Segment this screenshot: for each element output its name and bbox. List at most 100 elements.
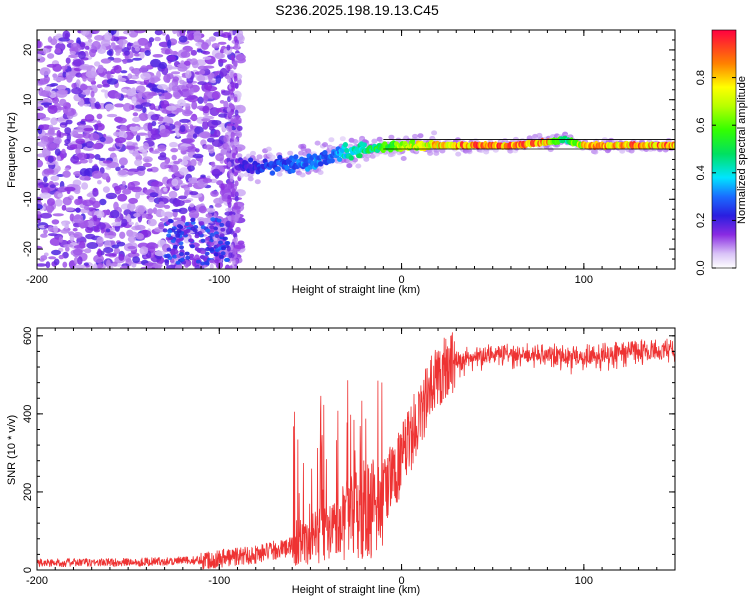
heatmap-speckle xyxy=(135,233,145,240)
heatmap-cluster-blob xyxy=(216,218,222,223)
heatmap-speckle xyxy=(171,178,179,187)
heatmap-speckle xyxy=(216,107,222,113)
heatmap-speckle xyxy=(192,153,204,159)
heatmap-cluster-blob xyxy=(185,255,191,260)
heatmap-cluster-blob xyxy=(199,221,205,226)
heatmap-speckle xyxy=(220,183,225,191)
heatmap-speckle xyxy=(76,143,83,150)
heatmap-speckle xyxy=(37,40,42,49)
heatmap-speckle xyxy=(226,123,235,127)
heatmap-speckle xyxy=(126,88,137,97)
heatmap-speckle xyxy=(139,52,145,59)
heatmap-speckle xyxy=(214,203,222,208)
heatmap-cluster-blob xyxy=(209,242,215,247)
heatmap-speckle xyxy=(217,41,227,45)
heatmap-speckle xyxy=(174,199,185,207)
heatmap-speckle xyxy=(46,161,56,166)
heatmap-speckle xyxy=(61,148,66,154)
heatmap-speckle xyxy=(154,243,159,249)
heatmap-halo xyxy=(364,153,371,159)
heatmap-speckle xyxy=(236,209,241,214)
x-tick-label: -100 xyxy=(208,575,230,587)
heatmap-speckle xyxy=(64,107,77,117)
heatmap-speckle xyxy=(50,83,59,87)
heatmap-cluster-blob xyxy=(200,250,206,255)
heatmap-halo xyxy=(328,137,335,143)
heatmap-speckle xyxy=(230,118,235,124)
colorbar-ticks: 0.0 0.2 0.4 0.6 0.8 xyxy=(695,70,736,276)
heatmap-speckle xyxy=(51,249,61,256)
heatmap-cluster-blob xyxy=(218,240,223,245)
heatmap-speckle xyxy=(151,121,157,127)
heatmap-speckle xyxy=(205,85,218,92)
heatmap-halo xyxy=(314,140,321,146)
heatmap-speckle xyxy=(200,131,211,139)
heatmap-cluster-blob xyxy=(175,260,181,265)
heatmap-halo xyxy=(412,133,418,139)
heatmap-cluster-blob xyxy=(224,241,230,246)
heatmap-speckle xyxy=(113,131,120,137)
heatmap-speckle xyxy=(164,204,171,209)
heatmap-cluster-blob xyxy=(214,234,220,238)
heatmap-speckle xyxy=(72,227,78,232)
heatmap-cluster-blob xyxy=(189,244,195,249)
heatmap-speckle xyxy=(159,128,171,138)
heatmap-cluster-blob xyxy=(213,259,219,264)
heatmap-speckle xyxy=(105,228,111,233)
heatmap-speckle xyxy=(151,181,164,187)
heatmap-speckle xyxy=(234,236,238,243)
heatmap-speckle xyxy=(92,187,99,197)
heatmap-speckle xyxy=(97,248,102,257)
heatmap-speckle xyxy=(207,137,215,143)
heatmap-cluster-blob xyxy=(176,229,182,234)
heatmap-speckle xyxy=(227,111,232,118)
heatmap-ridge-cell xyxy=(337,156,343,162)
heatmap-speckle xyxy=(136,165,146,171)
heatmap-speckle xyxy=(104,235,116,239)
heatmap-ridge-cell xyxy=(322,150,328,156)
colorbar: 0.0 0.2 0.4 0.6 0.8 Normalized spectral ampl… xyxy=(695,29,748,276)
heatmap-cluster-blob xyxy=(200,238,206,243)
heatmap-halo xyxy=(317,170,324,175)
heatmap-speckle xyxy=(50,175,60,182)
heatmap-speckle xyxy=(229,228,234,235)
heatmap-speckle xyxy=(122,59,128,64)
heatmap-speckle xyxy=(178,195,187,200)
heatmap-speckle xyxy=(174,264,184,269)
heatmap-speckle xyxy=(52,73,58,79)
heatmap-ridge-cell xyxy=(275,166,281,172)
heatmap-speckle xyxy=(227,34,232,41)
heatmap-speckle xyxy=(93,263,98,269)
heatmap-speckle xyxy=(132,256,141,264)
heatmap-speckle xyxy=(147,122,153,132)
heatmap-speckle xyxy=(232,265,237,269)
heatmap-speckle xyxy=(94,101,100,109)
heatmap-speckle xyxy=(134,69,140,77)
heatmap-speckle xyxy=(116,117,127,124)
heatmap-speckle xyxy=(227,201,232,208)
heatmap-speckle xyxy=(186,138,195,144)
heatmap-speckle xyxy=(233,244,246,249)
heatmap-speckle xyxy=(128,168,140,173)
colorbar-tick-label: 0.8 xyxy=(695,70,707,85)
heatmap-speckle xyxy=(70,155,80,164)
heatmap-speckle xyxy=(79,175,91,181)
heatmap-speckle xyxy=(43,168,55,175)
heatmap-speckle xyxy=(80,30,90,36)
heatmap-speckle xyxy=(226,44,231,51)
heatmap-speckle xyxy=(52,213,64,217)
heatmap-speckle xyxy=(160,161,168,170)
heatmap-speckle xyxy=(229,172,234,179)
heatmap-speckle xyxy=(120,124,127,132)
heatmap-speckle xyxy=(37,112,46,120)
heatmap-speckle xyxy=(121,88,128,93)
heatmap-ridge-cell xyxy=(293,154,299,160)
heatmap-speckle xyxy=(39,184,44,189)
heatmap-ridge-cell xyxy=(342,142,348,148)
heatmap-speckle xyxy=(214,52,224,60)
y-tick-label: 0 xyxy=(22,146,34,152)
heatmap-speckle xyxy=(110,68,116,75)
heatmap-speckle xyxy=(181,215,186,224)
